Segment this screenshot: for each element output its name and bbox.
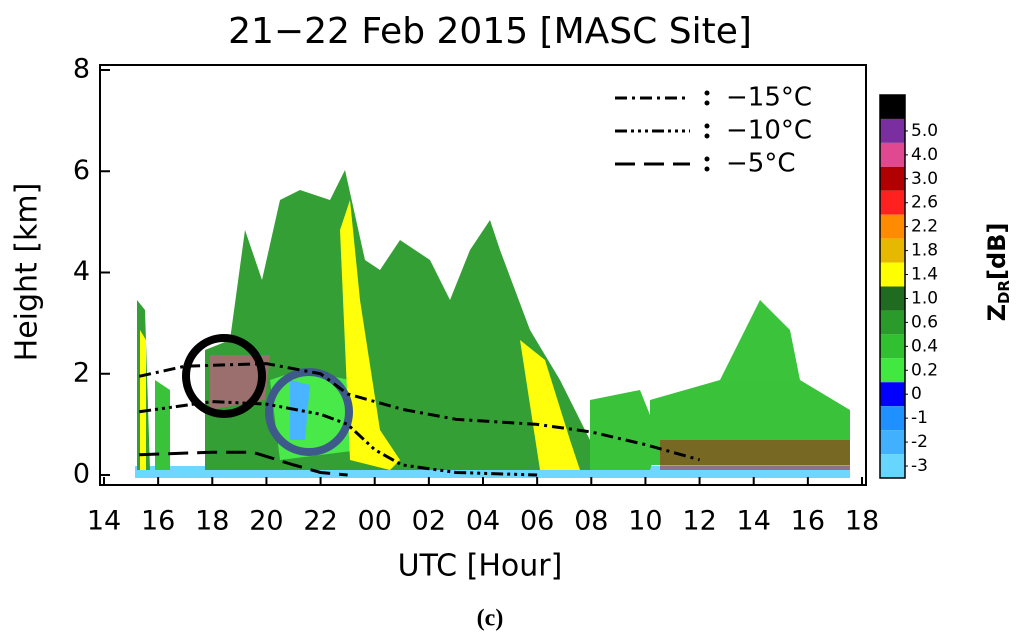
echo <box>660 440 850 470</box>
echo <box>340 200 400 470</box>
colorbar-box <box>880 95 905 119</box>
colorbar-unit: [dB] <box>983 223 1011 280</box>
x-tick-label: 00 <box>358 506 392 537</box>
radar-echoes <box>135 170 850 478</box>
chart-title: 21−22 Feb 2015 [MASC Site] <box>228 11 752 52</box>
colorbar-box <box>880 310 905 335</box>
legend-colon <box>704 156 710 162</box>
echo <box>290 380 310 440</box>
colorbar-tick-label: 1.0 <box>911 288 938 308</box>
colorbar-tick-label: 1.8 <box>911 241 938 261</box>
y-tick-label: 4 <box>73 256 90 287</box>
colorbar-tick-label: 0 <box>911 384 922 404</box>
colorbar-tick-label: 1.4 <box>911 265 938 285</box>
colorbar-box <box>880 430 905 455</box>
colorbar-box <box>880 358 905 383</box>
colorbar-tick-label: 2.2 <box>911 217 938 237</box>
colorbar-box <box>880 262 905 287</box>
colorbar-box <box>880 238 905 263</box>
colorbar-box <box>880 286 905 311</box>
echo <box>590 390 660 470</box>
x-tick-label: 12 <box>682 506 716 537</box>
x-tick-label: 14 <box>737 506 771 537</box>
colorbar-subscript: DR <box>995 280 1013 304</box>
y-tick-label: 6 <box>73 155 90 186</box>
colorbar-label: ZDR[dB] <box>983 223 1013 322</box>
colorbar-box <box>880 406 905 431</box>
x-tick-label: 20 <box>249 506 283 537</box>
x-tick-label: 16 <box>141 506 175 537</box>
colorbar-tick-label: 4.0 <box>911 145 938 165</box>
colorbar-tick-label: 0.6 <box>911 312 938 332</box>
legend-colon <box>704 123 710 129</box>
legend-label: −15°C <box>726 83 812 113</box>
echo <box>140 330 146 470</box>
x-tick-label: 18 <box>845 506 879 537</box>
isotherm-line <box>138 400 538 477</box>
x-tick-label: 04 <box>466 506 500 537</box>
colorbar-box <box>880 454 905 478</box>
legend-colon <box>704 166 710 172</box>
colorbar-box <box>880 166 905 191</box>
legend-colon <box>704 133 710 139</box>
annotation-circle <box>265 368 353 456</box>
colorbar-tick-label: 5.0 <box>911 121 938 141</box>
isotherm-line <box>138 362 700 462</box>
echo <box>520 340 580 470</box>
colorbar-box <box>880 214 905 239</box>
colorbar-box <box>880 382 905 407</box>
colorbar-box <box>880 190 905 215</box>
colorbar-box <box>880 334 905 359</box>
legend-colon <box>704 90 710 96</box>
colorbar-box <box>880 142 905 167</box>
colorbar-tick-label: 0.4 <box>911 336 938 356</box>
x-tick-label: 14 <box>87 506 121 537</box>
annotation-circle <box>182 334 266 418</box>
colorbar-tick-label: 2.6 <box>911 193 938 213</box>
x-tick-label: 22 <box>303 506 337 537</box>
x-tick-label: 18 <box>195 506 229 537</box>
x-tick-label: 10 <box>628 506 662 537</box>
colorbar-tick-label: -2 <box>911 432 928 452</box>
colorbar-tick-label: 0.2 <box>911 360 938 380</box>
echo <box>155 380 170 470</box>
colorbar-tick-label: -3 <box>911 456 928 476</box>
caption: (c) <box>477 606 504 632</box>
x-tick-label: 08 <box>574 506 608 537</box>
x-axis-label: UTC [Hour] <box>398 549 563 584</box>
isotherm-line <box>139 450 348 477</box>
colorbar-tick-label: -1 <box>911 408 928 428</box>
x-tick-label: 16 <box>791 506 825 537</box>
x-tick-label: 02 <box>412 506 446 537</box>
colorbar-box <box>880 118 905 143</box>
x-tick-label: 06 <box>520 506 554 537</box>
y-tick-label: 0 <box>73 459 90 490</box>
legend-label: −5°C <box>726 149 795 179</box>
colorbar-symbol: Z <box>983 304 1011 321</box>
legend-label: −10°C <box>726 116 812 146</box>
legend-colon <box>704 100 710 106</box>
y-tick-label: 8 <box>73 54 90 85</box>
y-tick-label: 2 <box>73 357 90 388</box>
colorbar-tick-label: 3.0 <box>911 169 938 189</box>
echo <box>650 300 850 465</box>
y-axis-label: Height [km] <box>10 183 45 362</box>
colorbar-frame <box>879 94 906 479</box>
